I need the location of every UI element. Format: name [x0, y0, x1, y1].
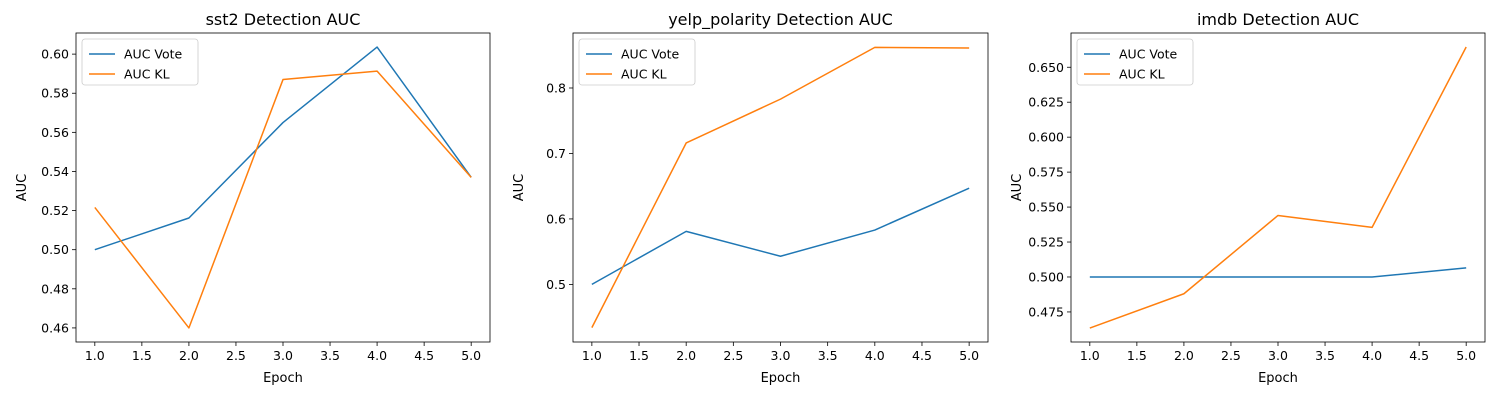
x-tick-label: 3.5	[1315, 348, 1335, 363]
y-tick-label: 0.58	[41, 86, 69, 101]
y-axis-label: AUC	[1010, 174, 1025, 202]
x-tick-label: 5.0	[1456, 348, 1476, 363]
series-line-1	[591, 46, 970, 328]
legend-label: AUC Vote	[1119, 47, 1178, 62]
x-tick-label: 2.5	[226, 348, 246, 363]
y-tick-label: 0.600	[1028, 130, 1064, 145]
x-axis-label: Epoch	[761, 371, 801, 386]
x-tick-label: 2.0	[676, 348, 696, 363]
y-tick-label: 0.6	[546, 211, 566, 226]
chart-panel-1: yelp_polarity Detection AUC 1.0 1.5 2.0 2.5 3…	[512, 10, 989, 386]
x-tick-label: 3.5	[320, 348, 340, 363]
y-tick-label: 0.625	[1028, 95, 1064, 110]
y-tick-label: 0.52	[41, 203, 69, 218]
x-tick-label: 4.0	[1362, 348, 1382, 363]
y-tick-label: 0.7	[546, 146, 566, 161]
y-tick-label: 0.60	[41, 47, 69, 62]
x-tick-label: 4.0	[865, 348, 885, 363]
x-tick-label: 5.0	[461, 348, 481, 363]
x-tick-label: 1.0	[1080, 348, 1100, 363]
x-tick-label: 4.5	[912, 348, 932, 363]
x-tick-label: 1.0	[85, 348, 105, 363]
series-line-0	[1089, 267, 1467, 278]
y-tick-label: 0.475	[1028, 304, 1064, 319]
series-line-0	[94, 46, 472, 251]
x-tick-label: 3.0	[771, 348, 791, 363]
legend-label: AUC KL	[621, 67, 667, 82]
y-tick-label: 0.8	[546, 80, 566, 95]
y-tick-label: 0.56	[41, 125, 69, 140]
y-tick-label: 0.650	[1028, 60, 1064, 75]
y-tick-label: 0.46	[41, 320, 69, 335]
y-tick-label: 0.500	[1028, 269, 1064, 284]
x-tick-label: 2.5	[1221, 348, 1241, 363]
x-axis-label: Epoch	[1258, 371, 1298, 386]
x-axis-label: Epoch	[263, 371, 303, 386]
x-tick-label: 2.0	[179, 348, 199, 363]
chart-title: yelp_polarity Detection AUC	[668, 10, 893, 30]
plot-frame	[75, 32, 491, 343]
y-tick-label: 0.54	[41, 164, 69, 179]
x-tick-label: 4.5	[1409, 348, 1429, 363]
x-tick-label: 1.5	[132, 348, 152, 363]
y-tick-label: 0.550	[1028, 200, 1064, 215]
x-tick-label: 3.0	[273, 348, 293, 363]
x-tick-label: 4.5	[414, 348, 434, 363]
x-tick-label: 3.0	[1268, 348, 1288, 363]
y-tick-label: 0.5	[546, 277, 566, 292]
x-tick-label: 2.5	[723, 348, 743, 363]
x-tick-label: 3.5	[818, 348, 838, 363]
chart-panel-2: imdb Detection AUC 1.0 1.5 2.0 2.5 3.0 3.5 4.0 4…	[1010, 10, 1486, 386]
y-tick-label: 0.575	[1028, 165, 1064, 180]
legend-label: AUC KL	[1119, 67, 1165, 82]
y-tick-label: 0.48	[41, 281, 69, 296]
y-tick-label: 0.525	[1028, 235, 1064, 250]
legend-label: AUC Vote	[124, 47, 183, 62]
chart-panel-0: sst2 Detection AUC 1.0 1.5 2.0 2.5 3.0 3.5 4.0 4…	[15, 10, 491, 386]
y-axis-label: AUC	[512, 174, 527, 202]
x-tick-label: 4.0	[367, 348, 387, 363]
y-tick-label: 0.50	[41, 242, 69, 257]
chart-title: sst2 Detection AUC	[206, 10, 361, 29]
series-line-0	[591, 187, 970, 286]
series-line-1	[94, 70, 472, 329]
series-line-1	[1089, 46, 1467, 329]
plot-frame	[572, 32, 989, 343]
legend-label: AUC KL	[124, 67, 170, 82]
legend-label: AUC Vote	[621, 47, 680, 62]
x-tick-label: 5.0	[959, 348, 979, 363]
x-tick-label: 1.0	[582, 348, 602, 363]
chart-title: imdb Detection AUC	[1197, 10, 1359, 29]
x-tick-label: 1.5	[1127, 348, 1147, 363]
y-axis-label: AUC	[15, 174, 30, 202]
x-tick-label: 2.0	[1174, 348, 1194, 363]
plot-frame	[1070, 32, 1486, 343]
x-tick-label: 1.5	[629, 348, 649, 363]
